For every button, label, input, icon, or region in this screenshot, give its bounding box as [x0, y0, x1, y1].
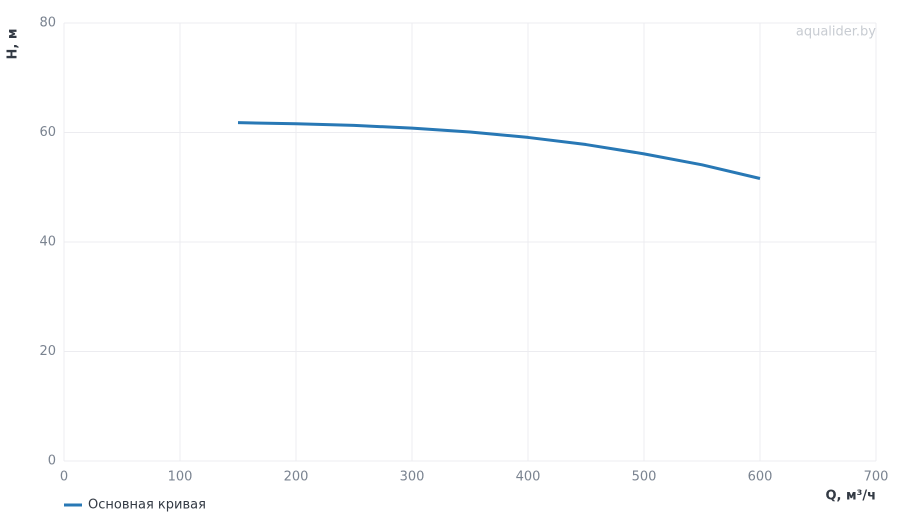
x-tick-label: 500 — [632, 470, 657, 485]
x-tick-label: 300 — [400, 470, 425, 485]
x-tick-label: 0 — [60, 470, 68, 485]
x-tick-label: 600 — [748, 470, 773, 485]
y-tick-label: 0 — [48, 454, 56, 469]
y-tick-label: 40 — [39, 235, 56, 250]
x-tick-label: 700 — [864, 470, 889, 485]
y-tick-label: 80 — [39, 16, 56, 31]
y-tick-label: 20 — [39, 344, 56, 359]
x-tick-label: 200 — [284, 470, 309, 485]
y-tick-label: 60 — [39, 125, 56, 140]
y-axis-title: H, м — [6, 29, 21, 60]
x-tick-label: 100 — [168, 470, 193, 485]
legend-label: Основная кривая — [88, 498, 206, 513]
x-axis-title: Q, м³/ч — [825, 489, 876, 504]
x-tick-label: 400 — [516, 470, 541, 485]
watermark: aqualider.by — [796, 25, 876, 40]
line — [237, 121, 761, 180]
